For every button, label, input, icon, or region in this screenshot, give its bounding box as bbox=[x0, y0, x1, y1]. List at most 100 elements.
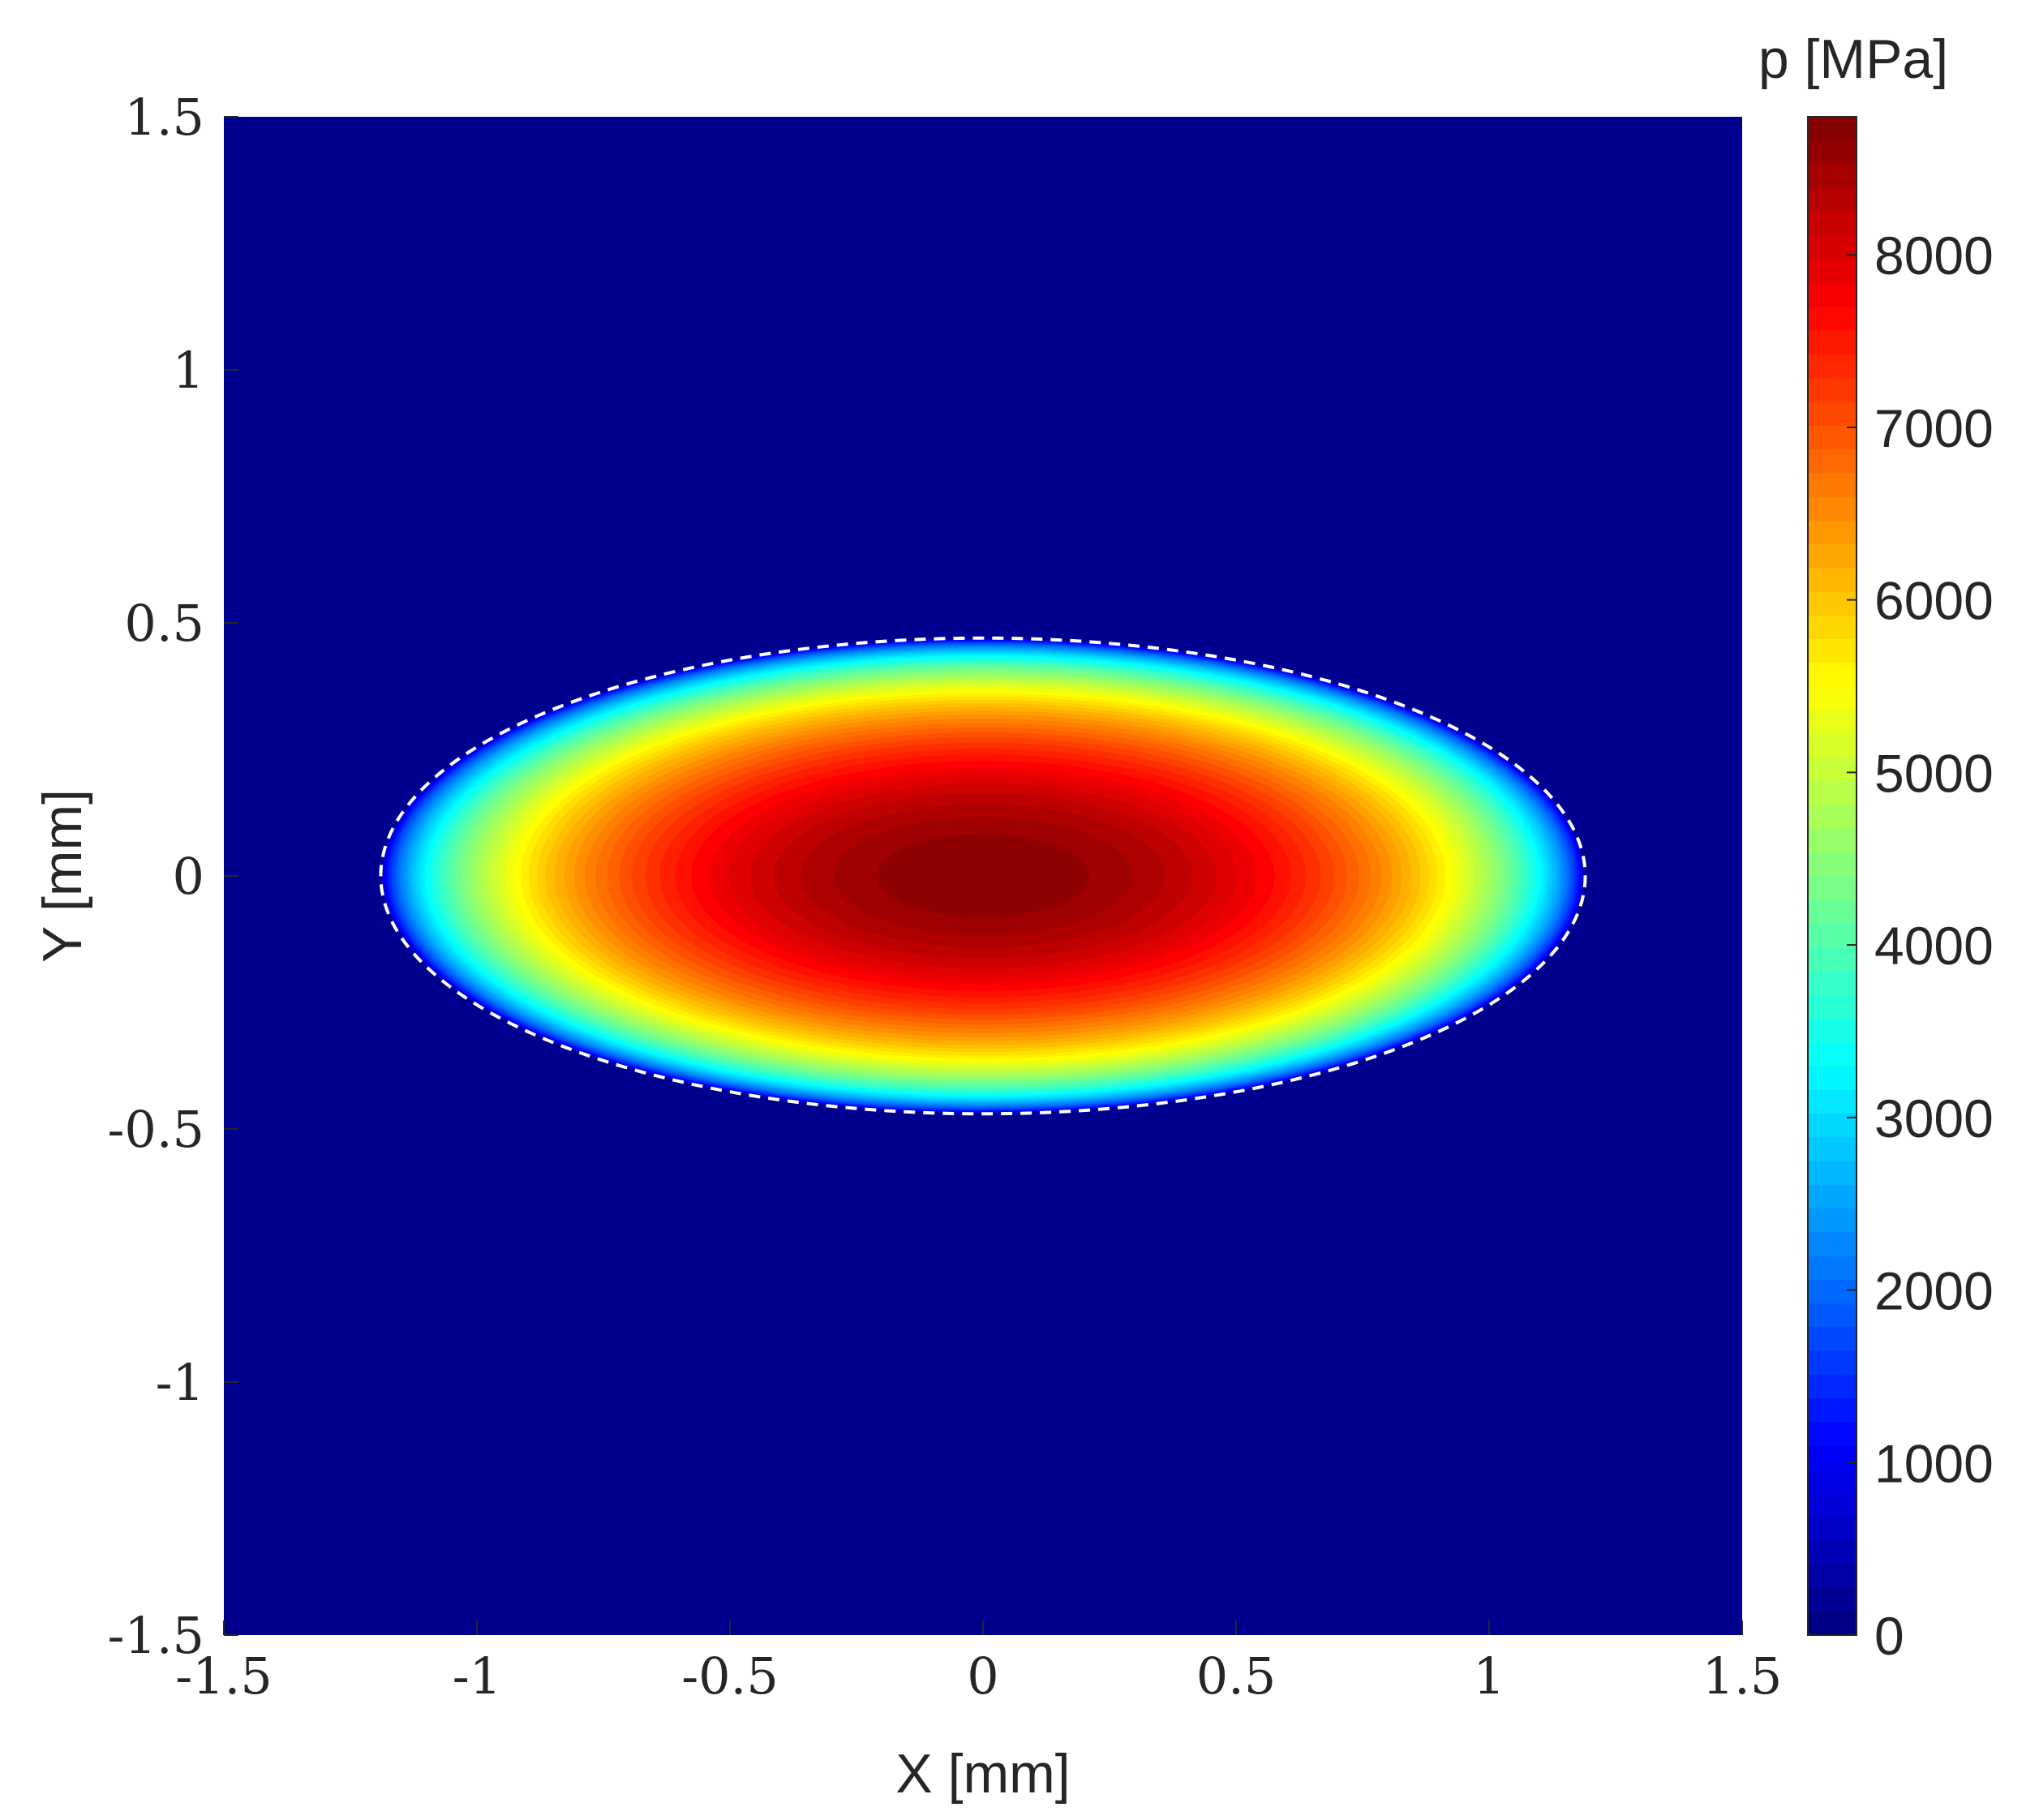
colorbar-label: p [MPa] bbox=[1758, 28, 1948, 90]
colorbar-band bbox=[1808, 662, 1857, 687]
colorbar-tick-label: 1000 bbox=[1874, 1433, 1994, 1493]
colorbar-band bbox=[1808, 1350, 1857, 1375]
y-tick-label: 0 bbox=[173, 847, 204, 906]
x-tick-label: 0.5 bbox=[1196, 1646, 1277, 1706]
colorbar-band bbox=[1808, 899, 1857, 925]
colorbar-band bbox=[1808, 425, 1857, 450]
x-tick-label: 1 bbox=[1473, 1646, 1505, 1706]
colorbar-band bbox=[1808, 591, 1857, 616]
colorbar-band bbox=[1808, 923, 1857, 948]
plot-area bbox=[224, 117, 1742, 1635]
colorbar-band bbox=[1808, 520, 1857, 545]
pressure-contours bbox=[380, 637, 1586, 1114]
colorbar-band bbox=[1808, 852, 1857, 877]
colorbar-band bbox=[1808, 235, 1857, 260]
colorbar-band bbox=[1808, 994, 1857, 1019]
x-tick-label: 0 bbox=[967, 1646, 998, 1706]
colorbar-band bbox=[1808, 757, 1857, 782]
colorbar-tick-label: 2000 bbox=[1874, 1261, 1994, 1321]
colorbar-band bbox=[1808, 1611, 1857, 1636]
colorbar-tick-label: 0 bbox=[1874, 1606, 1904, 1666]
x-tick-label: -0.5 bbox=[681, 1646, 779, 1706]
colorbar-band bbox=[1808, 710, 1857, 735]
y-tick-label: 1.5 bbox=[124, 88, 204, 147]
colorbar-band bbox=[1808, 496, 1857, 521]
colorbar-band bbox=[1808, 449, 1857, 474]
colorbar-band bbox=[1808, 1374, 1857, 1399]
y-tick-label: -0.5 bbox=[107, 1100, 204, 1159]
colorbar-frame bbox=[1807, 116, 1857, 1636]
colorbar-band bbox=[1808, 1326, 1857, 1351]
colorbar-tick-label: 8000 bbox=[1874, 225, 1994, 285]
colorbar-band bbox=[1808, 1303, 1857, 1328]
colorbar-band bbox=[1808, 164, 1857, 189]
colorbar-band bbox=[1808, 1208, 1857, 1233]
colorbar-band bbox=[1808, 1445, 1857, 1470]
colorbar-band bbox=[1808, 1089, 1857, 1114]
colorbar-band bbox=[1808, 638, 1857, 663]
colorbar-band bbox=[1808, 1397, 1857, 1423]
colorbar-band bbox=[1808, 1279, 1857, 1304]
colorbar-band bbox=[1808, 330, 1857, 355]
y-tick-label: 0.5 bbox=[124, 594, 204, 653]
y-axis-label: Y [mm] bbox=[32, 789, 93, 963]
colorbar-band bbox=[1808, 1421, 1857, 1446]
colorbar-band bbox=[1808, 377, 1857, 402]
colorbar-tick-label: 5000 bbox=[1874, 743, 1994, 803]
colorbar-band bbox=[1808, 1018, 1857, 1043]
y-tick-label: -1 bbox=[156, 1353, 204, 1412]
colorbar-band bbox=[1808, 212, 1857, 236]
colorbar-band bbox=[1808, 307, 1857, 331]
x-tick-label: 1.5 bbox=[1702, 1646, 1783, 1706]
colorbar-bands bbox=[1808, 117, 1857, 1636]
colorbar-band bbox=[1808, 1066, 1857, 1090]
colorbar-band bbox=[1808, 354, 1857, 379]
colorbar-band bbox=[1808, 1136, 1857, 1161]
colorbar-band bbox=[1808, 567, 1857, 592]
colorbar-band bbox=[1808, 1564, 1857, 1589]
x-tick-label: -1 bbox=[453, 1646, 501, 1706]
colorbar-band bbox=[1808, 1161, 1857, 1185]
colorbar-band bbox=[1808, 187, 1857, 212]
colorbar-band bbox=[1808, 1587, 1857, 1612]
colorbar-tick-label: 7000 bbox=[1874, 398, 1994, 458]
colorbar-band bbox=[1808, 259, 1857, 284]
colorbar-band bbox=[1808, 686, 1857, 710]
colorbar-band bbox=[1808, 615, 1857, 640]
colorbar-band bbox=[1808, 1492, 1857, 1517]
colorbar-band bbox=[1808, 733, 1857, 758]
colorbar-band bbox=[1808, 1469, 1857, 1494]
colorbar-band bbox=[1808, 1184, 1857, 1209]
colorbar-band bbox=[1808, 401, 1857, 426]
x-axis-ticks: -1.5 -1 -0.5 0 0.5 1 1.5 bbox=[175, 1620, 1782, 1706]
x-axis-label: X [mm] bbox=[895, 1743, 1070, 1805]
colorbar-band bbox=[1808, 805, 1857, 830]
y-axis-ticks: -1.5 -1 -0.5 0 0.5 1 1.5 bbox=[107, 88, 238, 1665]
colorbar-band bbox=[1808, 1231, 1857, 1256]
colorbar: 0 1000 2000 3000 4000 5000 6000 7000 8000 p [MPa… bbox=[1758, 28, 1994, 1666]
y-tick-label: -1.5 bbox=[107, 1606, 204, 1665]
colorbar-band bbox=[1808, 1256, 1857, 1280]
colorbar-band bbox=[1808, 1516, 1857, 1541]
colorbar-tick-label: 3000 bbox=[1874, 1088, 1994, 1148]
colorbar-band bbox=[1808, 781, 1857, 805]
colorbar-band bbox=[1808, 140, 1857, 165]
colorbar-band bbox=[1808, 282, 1857, 307]
x-tick-label: -1.5 bbox=[175, 1646, 273, 1706]
colorbar-band bbox=[1808, 876, 1857, 900]
colorbar-band bbox=[1808, 117, 1857, 141]
y-tick-label: 1 bbox=[173, 341, 204, 400]
colorbar-ticks: 0 1000 2000 3000 4000 5000 6000 7000 8000 bbox=[1847, 225, 1994, 1666]
colorbar-band bbox=[1808, 472, 1857, 497]
colorbar-band bbox=[1808, 1540, 1857, 1565]
colorbar-band bbox=[1808, 971, 1857, 995]
colorbar-tick-label: 6000 bbox=[1874, 571, 1994, 631]
contour-band bbox=[877, 834, 1089, 918]
colorbar-tick-label: 4000 bbox=[1874, 916, 1994, 976]
colorbar-band bbox=[1808, 946, 1857, 972]
colorbar-band bbox=[1808, 828, 1857, 853]
contact-boundary-ellipse bbox=[379, 636, 1587, 1116]
colorbar-band bbox=[1808, 1041, 1857, 1067]
colorbar-band bbox=[1808, 543, 1857, 569]
